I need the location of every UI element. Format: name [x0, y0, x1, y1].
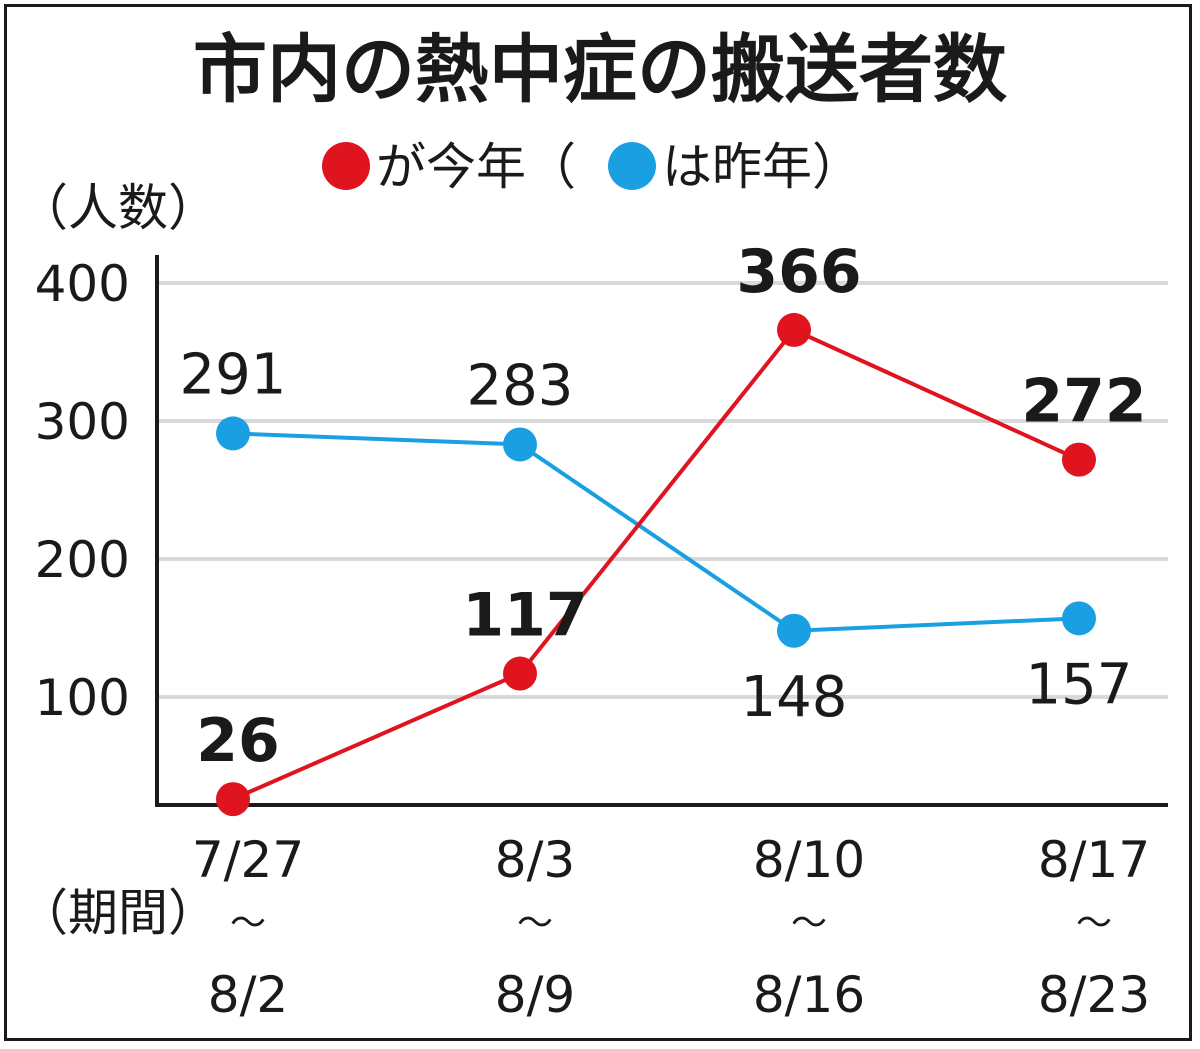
data-label-previous: 157	[1026, 652, 1133, 717]
y-axis-label: （人数）	[18, 179, 218, 237]
data-label-current: 117	[462, 581, 587, 651]
gridlines	[157, 281, 1168, 699]
legend-marker-current	[322, 142, 370, 190]
data-point-current	[216, 782, 250, 817]
data-point-current	[503, 656, 537, 691]
legend-marker-previous	[608, 142, 656, 190]
data-label-current: 272	[1021, 367, 1146, 437]
x-tick-label: 8/2	[208, 966, 288, 1024]
series-line-current	[232, 327, 1080, 801]
chart-frame	[4, 4, 1192, 1041]
data-point-previous	[216, 416, 250, 451]
y-tick-label: 100	[35, 669, 130, 727]
data-label-previous: 291	[180, 342, 287, 407]
x-tick-label: 8/17	[1038, 831, 1150, 889]
data-label-previous: 283	[467, 353, 574, 418]
data-labels: 291 283 148 157 26 117 366 272	[180, 237, 1147, 776]
data-point-previous	[503, 427, 537, 462]
x-tick-label: 〜	[791, 903, 827, 944]
y-tick-label: 300	[35, 393, 130, 451]
x-tick-label: 〜	[230, 903, 266, 944]
data-point-previous	[1062, 601, 1096, 636]
series-line-previous	[232, 431, 1080, 633]
x-tick-label: 〜	[1076, 903, 1112, 944]
x-tick-label: 8/9	[495, 966, 575, 1024]
x-tick-label: 7/27	[192, 831, 304, 889]
data-label-current: 26	[196, 706, 280, 776]
x-axis-ticks: 7/27 〜 8/2 8/3 〜 8/9 8/10 〜 8/16 8/17 〜 8/23	[192, 831, 1150, 1024]
axes	[155, 255, 1168, 807]
legend-label-current: が今年（	[376, 138, 576, 196]
data-point-current	[1062, 442, 1096, 477]
legend-label-previous: は昨年）	[662, 138, 862, 196]
x-tick-label: 〜	[517, 903, 553, 944]
y-tick-label: 400	[35, 255, 130, 313]
x-axis-label: （期間）	[18, 884, 218, 942]
x-tick-label: 8/16	[753, 966, 865, 1024]
x-tick-label: 8/10	[753, 831, 865, 889]
y-axis-ticks: 100 200 300 400	[35, 255, 130, 727]
data-point-previous	[777, 613, 811, 648]
data-point-current	[777, 312, 811, 347]
y-tick-label: 200	[35, 531, 130, 589]
data-label-previous: 148	[741, 665, 848, 730]
x-tick-label: 8/23	[1038, 966, 1150, 1024]
chart-title: 市内の熱中症の搬送者数	[193, 27, 1007, 113]
legend: が今年（ は昨年）	[322, 138, 862, 196]
data-label-current: 366	[736, 237, 861, 307]
x-tick-label: 8/3	[495, 831, 575, 889]
series-layer	[216, 312, 1096, 817]
